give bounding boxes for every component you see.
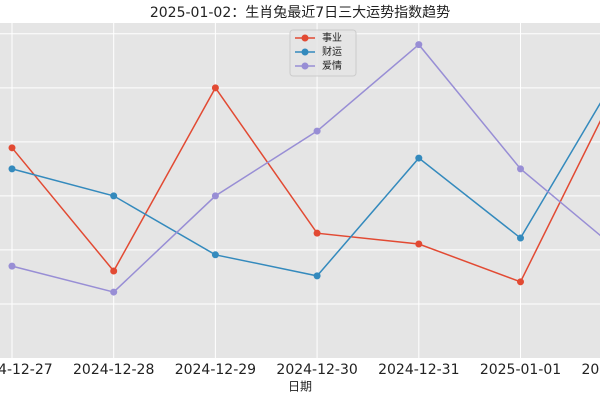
data-point	[110, 267, 118, 275]
x-tick-label: 2024-12-28	[73, 362, 154, 378]
legend-label: 爱情	[322, 59, 342, 72]
data-point	[415, 240, 423, 248]
plot-background	[0, 23, 600, 358]
data-point	[313, 229, 321, 237]
data-point	[211, 251, 219, 259]
x-tick-label: 2024-12-29	[175, 362, 256, 378]
data-point	[415, 41, 423, 49]
data-point	[110, 288, 118, 296]
data-point	[110, 192, 118, 200]
legend-marker	[301, 34, 309, 42]
data-point	[8, 144, 16, 152]
legend-marker	[301, 48, 309, 56]
x-tick-label: 2025-01-02	[582, 362, 600, 378]
data-point	[517, 165, 524, 173]
plot-area	[0, 23, 600, 358]
data-point	[8, 262, 16, 270]
legend-marker	[301, 62, 309, 70]
data-point	[8, 165, 16, 173]
x-axis-label: 日期	[288, 380, 312, 394]
data-point	[313, 272, 321, 280]
data-point	[211, 192, 219, 200]
data-point	[415, 154, 423, 162]
data-point	[517, 234, 524, 242]
data-point	[211, 84, 219, 92]
legend-label: 事业	[322, 31, 342, 44]
legend-label: 财运	[322, 45, 342, 58]
data-point	[517, 278, 524, 286]
data-point	[313, 127, 321, 135]
chart-title: 2025-01-02：生肖兔最近7日三大运势指数趋势	[150, 5, 450, 21]
x-tick-label: 2025-01-01	[480, 362, 561, 378]
x-tick-label: 2024-12-27	[0, 362, 53, 378]
x-tick-label: 2024-12-30	[276, 362, 357, 378]
x-tick-label: 2024-12-31	[378, 362, 459, 378]
